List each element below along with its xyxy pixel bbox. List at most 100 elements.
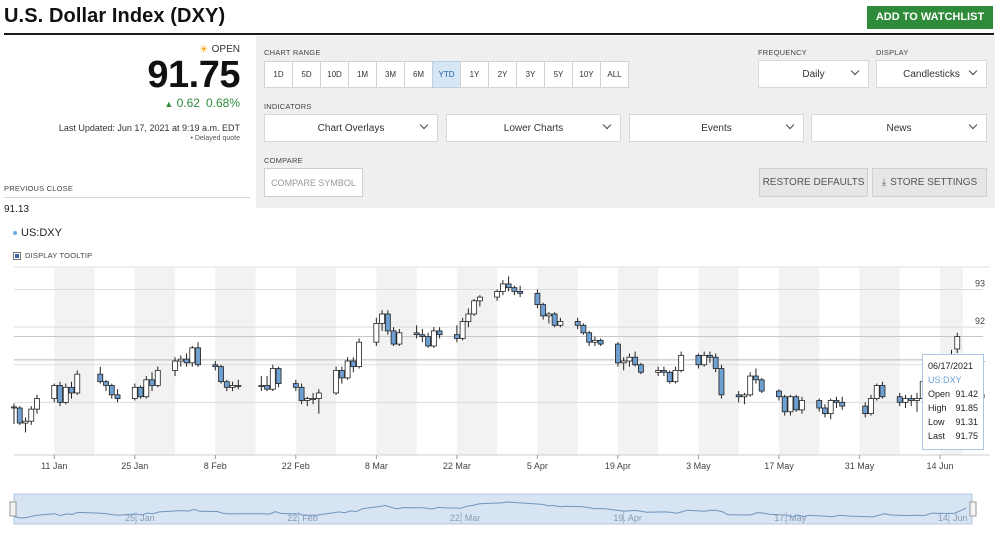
candle <box>592 339 598 343</box>
candle <box>839 401 846 407</box>
range-button-10y[interactable]: 10Y <box>572 61 601 88</box>
candle <box>597 339 604 345</box>
range-button-5d[interactable]: 5D <box>292 61 321 88</box>
candle <box>678 354 685 371</box>
candle <box>873 385 880 400</box>
events-select[interactable]: Events <box>629 114 804 142</box>
range-button-ytd[interactable]: YTD <box>432 61 461 88</box>
chart-overlays-select[interactable]: Chart Overlays <box>264 114 438 142</box>
candle <box>275 368 282 384</box>
navigator-label: 19. Apr <box>613 513 642 523</box>
candle <box>11 406 17 409</box>
last-price: 91.75 <box>147 54 240 96</box>
candle <box>62 386 69 403</box>
store-settings-button[interactable]: ⤓ STORE SETTINGS <box>872 168 987 197</box>
candle <box>189 347 196 364</box>
chart-range-buttons: 1D 5D 10D 1M 3M 6M YTD 1Y 2Y 3Y 5Y 10Y ALL <box>264 61 629 88</box>
range-button-10d[interactable]: 10D <box>320 61 349 88</box>
title-divider <box>4 33 994 35</box>
candle <box>74 373 81 394</box>
range-button-5y[interactable]: 5Y <box>544 61 573 88</box>
page-title: U.S. Dollar Index (DXY) <box>4 5 226 27</box>
range-button-3y[interactable]: 3Y <box>516 61 545 88</box>
compare-symbol-button[interactable]: COMPARE SYMBOL <box>264 168 363 197</box>
candle <box>229 385 236 388</box>
chevron-down-icon <box>602 120 612 130</box>
range-button-all[interactable]: ALL <box>600 61 629 88</box>
candle <box>712 356 719 369</box>
candle <box>776 390 782 398</box>
display-tooltip-label: DISPLAY TOOLTIP <box>25 251 93 260</box>
add-to-watchlist-button[interactable]: ADD TO WATCHLIST <box>867 6 993 29</box>
candle <box>833 400 840 403</box>
candle <box>902 398 909 403</box>
candle <box>97 373 104 383</box>
candle <box>781 396 788 413</box>
candle <box>298 386 305 401</box>
range-button-6m[interactable]: 6M <box>404 61 433 88</box>
candle <box>793 396 800 411</box>
range-button-3m[interactable]: 3M <box>376 61 405 88</box>
candle <box>114 394 121 399</box>
range-button-1d[interactable]: 1D <box>264 61 293 88</box>
week-band <box>778 267 820 455</box>
up-arrow-icon: ▲ <box>164 99 174 109</box>
candle <box>57 385 63 403</box>
navigator-handle-left <box>9 501 17 517</box>
frequency-select[interactable]: Daily <box>758 60 869 88</box>
candle <box>384 313 391 332</box>
candle <box>787 396 794 413</box>
restore-defaults-button[interactable]: RESTORE DEFAULTS <box>759 168 868 197</box>
news-select[interactable]: News <box>811 114 987 142</box>
candle <box>540 304 547 317</box>
week-band <box>134 267 176 455</box>
candle <box>758 379 765 392</box>
candle <box>620 360 627 364</box>
price-change: ▲ 0.62 0.68% <box>164 96 240 110</box>
candle <box>672 370 679 383</box>
candle <box>310 398 316 401</box>
candle <box>51 385 58 400</box>
chevron-down-icon <box>968 120 978 130</box>
candle <box>816 400 823 409</box>
market-status: ☀ OPEN <box>199 43 240 56</box>
candle <box>511 287 518 292</box>
candle <box>747 375 754 396</box>
candle <box>22 420 29 424</box>
candle <box>655 370 662 373</box>
symbol-legend[interactable]: US:DXY <box>13 227 62 239</box>
display-tooltip-toggle[interactable]: DISPLAY TOOLTIP <box>13 251 92 260</box>
candle <box>476 296 483 302</box>
candle <box>494 291 501 298</box>
x-tick-label: 14 Jun <box>926 461 953 471</box>
candle <box>396 332 403 345</box>
candle <box>177 358 184 362</box>
x-tick-label: 8 Feb <box>204 461 227 471</box>
candle <box>425 336 432 347</box>
candle <box>235 385 242 387</box>
x-tick-label: 3 May <box>686 461 711 471</box>
frequency-value: Daily <box>802 68 825 80</box>
lower-charts-select[interactable]: Lower Charts <box>446 114 621 142</box>
candle <box>149 379 155 386</box>
chart-tooltip: 06/17/2021 US:DXY Open 91.42 High 91.85 … <box>922 354 984 450</box>
display-select[interactable]: Candlesticks <box>876 60 987 88</box>
range-button-1y[interactable]: 1Y <box>460 61 489 88</box>
market-status-label: OPEN <box>211 44 240 55</box>
candle <box>517 291 524 294</box>
candle <box>373 323 380 343</box>
candle <box>269 368 276 390</box>
candle <box>862 405 869 415</box>
range-button-1m[interactable]: 1M <box>348 61 377 88</box>
checkbox-icon[interactable] <box>13 251 21 260</box>
candle <box>419 334 426 337</box>
navigator-series-line <box>13 501 967 519</box>
candle <box>822 407 828 415</box>
range-button-2y[interactable]: 2Y <box>488 61 517 88</box>
candle <box>908 398 915 401</box>
lower-charts-label: Lower Charts <box>503 122 564 134</box>
candle <box>430 330 437 347</box>
candle <box>707 354 713 358</box>
candle <box>143 379 150 398</box>
